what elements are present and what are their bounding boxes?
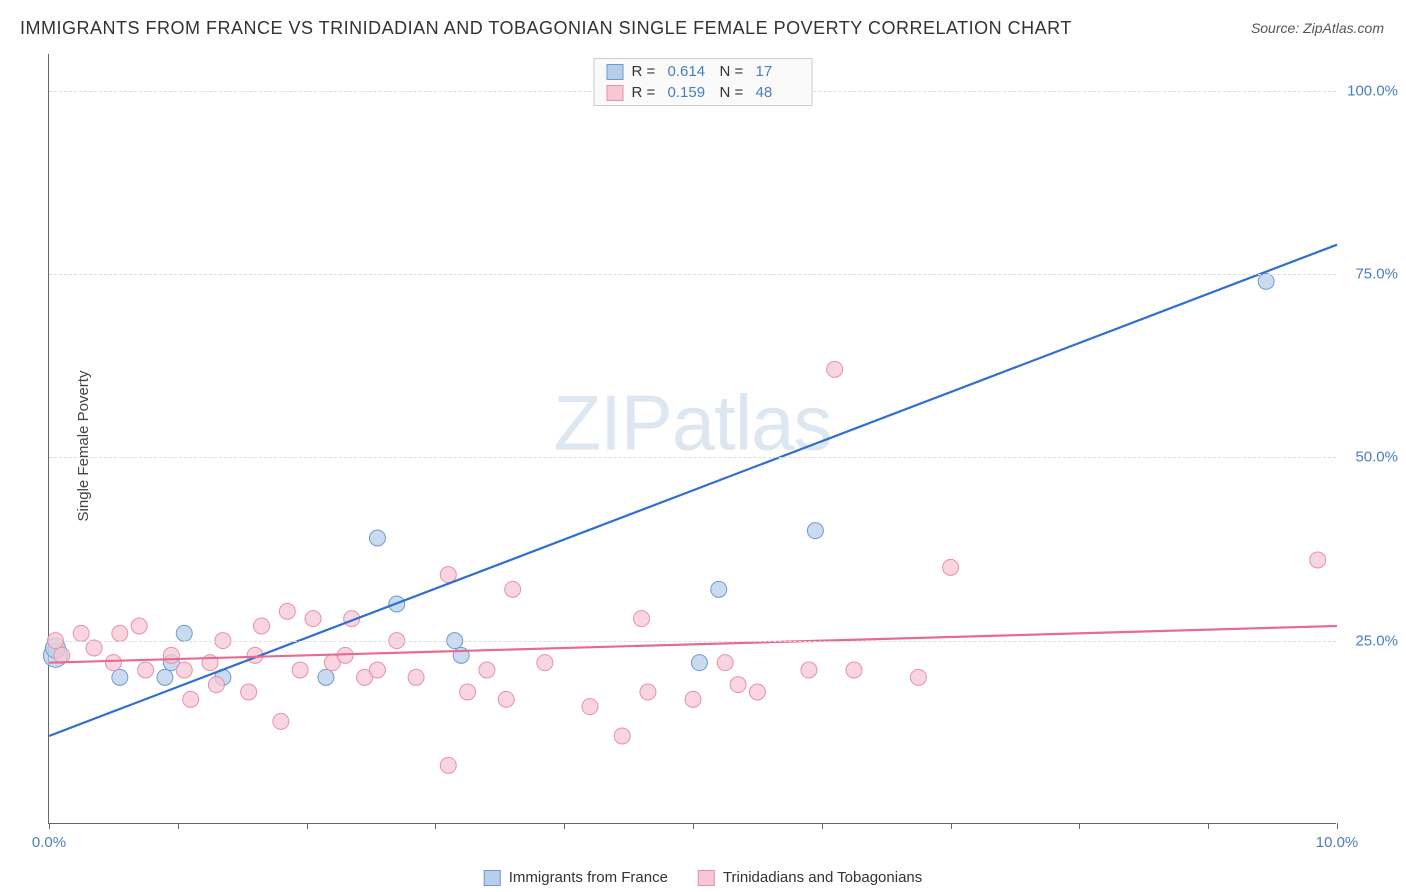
data-point (131, 618, 147, 634)
legend-label: Immigrants from France (509, 869, 668, 886)
data-point (163, 647, 179, 663)
data-point (505, 581, 521, 597)
data-point (369, 530, 385, 546)
data-point (730, 677, 746, 693)
data-point (943, 559, 959, 575)
data-point (827, 361, 843, 377)
data-point (711, 581, 727, 597)
x-tick-label: 0.0% (32, 834, 66, 851)
data-point (537, 655, 553, 671)
legend-stats-row: R = 0.614 N = 17 (595, 61, 812, 82)
data-point (73, 625, 89, 641)
data-point (305, 611, 321, 627)
data-point (408, 669, 424, 685)
x-tick (822, 823, 823, 829)
gridline (49, 641, 1336, 642)
legend-bottom: Immigrants from France Trinidadians and T… (484, 869, 923, 886)
data-point (112, 625, 128, 641)
data-point (138, 662, 154, 678)
data-point (1258, 273, 1274, 289)
legend-stats-row: R = 0.159 N = 48 (595, 82, 812, 103)
stat-label: N = (720, 84, 748, 101)
data-point (440, 757, 456, 773)
x-tick (1208, 823, 1209, 829)
data-point (846, 662, 862, 678)
source-label: Source: ZipAtlas.com (1251, 20, 1384, 36)
stat-label: N = (720, 63, 748, 80)
data-point (157, 669, 173, 685)
x-tick (49, 823, 50, 829)
data-point (279, 603, 295, 619)
stat-r-value: 0.159 (668, 84, 712, 101)
y-tick-label: 100.0% (1340, 82, 1398, 99)
data-point (369, 662, 385, 678)
data-point (440, 567, 456, 583)
data-point (807, 523, 823, 539)
legend-label: Trinidadians and Tobagonians (723, 869, 922, 886)
y-tick-label: 50.0% (1340, 449, 1398, 466)
x-tick (693, 823, 694, 829)
legend-stats-box: R = 0.614 N = 17 R = 0.159 N = 48 (594, 58, 813, 106)
x-tick (1079, 823, 1080, 829)
gridline (49, 457, 1336, 458)
data-point (498, 691, 514, 707)
y-tick-label: 75.0% (1340, 266, 1398, 283)
scatter-plot-svg (49, 54, 1336, 823)
data-point (208, 677, 224, 693)
data-point (318, 669, 334, 685)
stat-n-value: 17 (756, 63, 800, 80)
gridline (49, 274, 1336, 275)
data-point (1310, 552, 1326, 568)
x-tick (1337, 823, 1338, 829)
legend-swatch (607, 85, 624, 101)
data-point (910, 669, 926, 685)
data-point (582, 699, 598, 715)
data-point (176, 662, 192, 678)
stat-label: R = (632, 63, 660, 80)
data-point (749, 684, 765, 700)
data-point (685, 691, 701, 707)
data-point (86, 640, 102, 656)
data-point (54, 647, 70, 663)
data-point (614, 728, 630, 744)
data-point (273, 713, 289, 729)
data-point (640, 684, 656, 700)
data-point (691, 655, 707, 671)
legend-swatch (484, 870, 501, 886)
x-tick-label: 10.0% (1316, 834, 1359, 851)
data-point (176, 625, 192, 641)
legend-item: Trinidadians and Tobagonians (698, 869, 922, 886)
legend-swatch (607, 64, 624, 80)
data-point (241, 684, 257, 700)
data-point (183, 691, 199, 707)
data-point (254, 618, 270, 634)
legend-swatch (698, 870, 715, 886)
data-point (717, 655, 733, 671)
chart-plot-area: ZIPatlas 25.0%50.0%75.0%100.0%0.0%10.0% (48, 54, 1336, 824)
x-tick (178, 823, 179, 829)
x-tick (564, 823, 565, 829)
stat-label: R = (632, 84, 660, 101)
data-point (460, 684, 476, 700)
x-tick (435, 823, 436, 829)
x-tick (951, 823, 952, 829)
chart-title: IMMIGRANTS FROM FRANCE VS TRINIDADIAN AN… (20, 18, 1072, 39)
data-point (633, 611, 649, 627)
y-tick-label: 25.0% (1340, 632, 1398, 649)
data-point (105, 655, 121, 671)
stat-n-value: 48 (756, 84, 800, 101)
x-tick (307, 823, 308, 829)
data-point (479, 662, 495, 678)
data-point (292, 662, 308, 678)
legend-item: Immigrants from France (484, 869, 668, 886)
data-point (801, 662, 817, 678)
stat-r-value: 0.614 (668, 63, 712, 80)
data-point (112, 669, 128, 685)
